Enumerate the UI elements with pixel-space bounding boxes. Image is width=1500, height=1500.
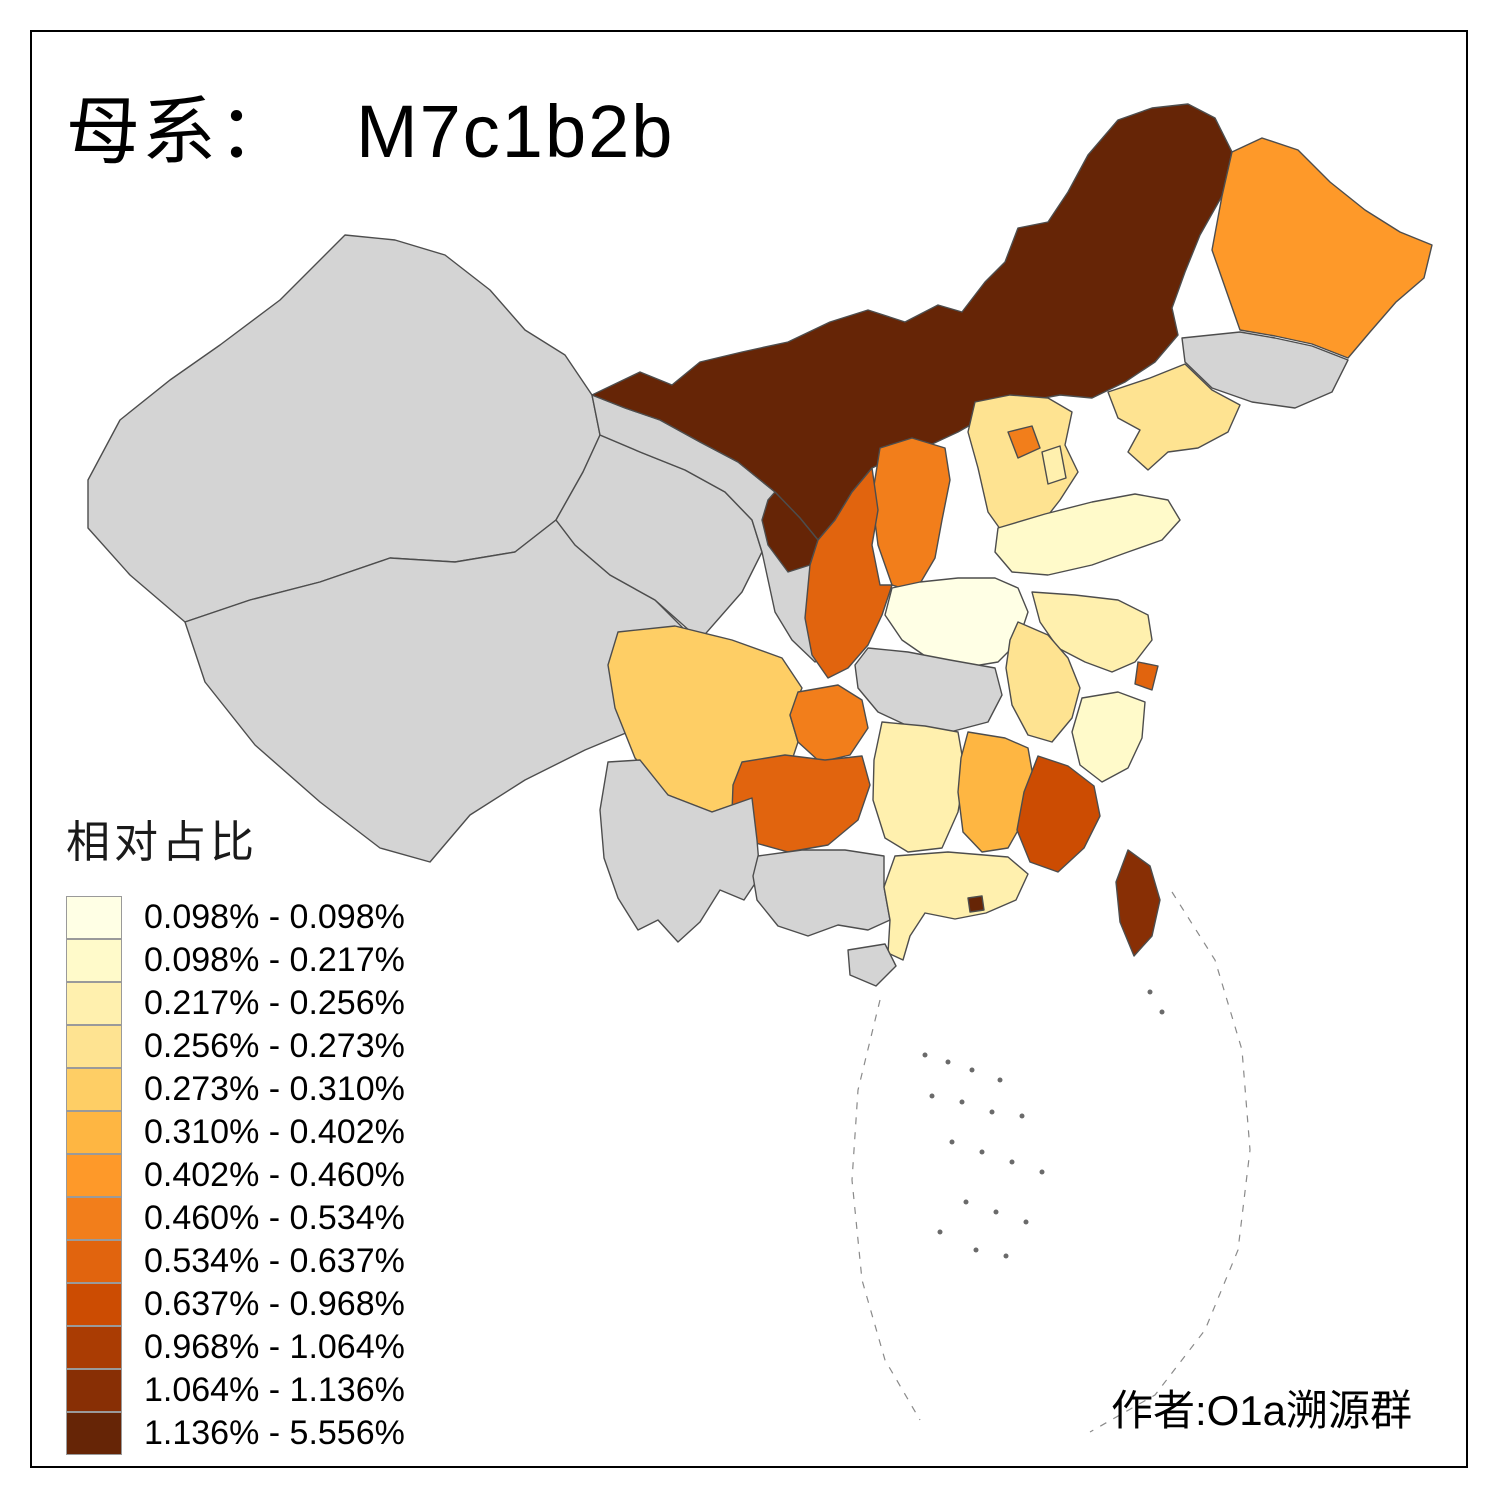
province-tianjin: [1041, 445, 1067, 485]
sea-islets: [922, 989, 1165, 1259]
sea-boundary-west: [851, 999, 921, 1421]
map-title-haplogroup: M7c1b2b: [356, 90, 675, 173]
province-shandong: [994, 493, 1181, 576]
attribution-text: 作者:O1a溯源群: [1110, 1387, 1412, 1434]
legend-swatch: [66, 1326, 122, 1369]
legend-swatch: [66, 1197, 122, 1240]
province-chongqing: [789, 684, 869, 763]
legend-swatch: [66, 939, 122, 982]
legend-row: 0.310% - 0.402%: [66, 1111, 405, 1154]
legend-row: 0.217% - 0.256%: [66, 982, 405, 1025]
legend-label: 0.256% - 0.273%: [144, 1027, 405, 1065]
legend-label: 0.402% - 0.460%: [144, 1156, 405, 1194]
map-title-prefix: 母系：: [66, 90, 294, 173]
province-hubei: [854, 647, 1003, 733]
legend-row: 0.273% - 0.310%: [66, 1068, 405, 1111]
province-hebei: [967, 394, 1079, 541]
legend-swatch: [66, 1154, 122, 1197]
legend-row: 0.968% - 1.064%: [66, 1326, 405, 1369]
province-shaanxi: [804, 467, 893, 679]
province-liaoning: [1107, 363, 1241, 471]
legend-label: 0.098% - 0.098%: [144, 898, 405, 936]
sea-boundary-east: [1089, 891, 1251, 1433]
legend-label: 0.968% - 1.064%: [144, 1328, 405, 1366]
legend-row: 1.136% - 5.556%: [66, 1412, 405, 1455]
legend-swatch: [66, 1240, 122, 1283]
legend-row: 0.098% - 0.098%: [66, 896, 405, 939]
legend-swatch: [66, 1068, 122, 1111]
legend-row: 0.534% - 0.637%: [66, 1240, 405, 1283]
province-heilongjiang: [1211, 137, 1433, 359]
legend-swatch: [66, 1025, 122, 1068]
legend-label: 0.310% - 0.402%: [144, 1113, 405, 1151]
province-taiwan: [1115, 849, 1161, 957]
province-anhui: [1005, 621, 1081, 743]
legend-swatch: [66, 1111, 122, 1154]
province-yunnan: [599, 759, 761, 943]
province-guangxi: [752, 849, 891, 937]
legend-swatch: [66, 982, 122, 1025]
province-beijing: [1007, 425, 1041, 459]
legend-swatch: [66, 896, 122, 939]
province-shanxi: [871, 437, 951, 593]
legend-swatch: [66, 1283, 122, 1326]
legend-row: 0.402% - 0.460%: [66, 1154, 405, 1197]
legend-label: 0.098% - 0.217%: [144, 941, 405, 979]
legend: 相对占比 0.098% - 0.098% 0.098% - 0.217% 0.217…: [66, 806, 405, 1455]
legend-row: 0.460% - 0.534%: [66, 1197, 405, 1240]
province-jilin: [1181, 331, 1349, 409]
legend-label: 1.136% - 5.556%: [144, 1414, 405, 1452]
legend-label: 0.534% - 0.637%: [144, 1242, 405, 1280]
legend-label: 0.217% - 0.256%: [144, 984, 405, 1022]
legend-label: 0.273% - 0.310%: [144, 1070, 405, 1108]
legend-row: 0.098% - 0.217%: [66, 939, 405, 982]
legend-title: 相对占比: [66, 818, 258, 867]
province-guangdong: [883, 851, 1029, 961]
province-jiangxi: [957, 731, 1035, 853]
legend-label: 0.460% - 0.534%: [144, 1199, 405, 1237]
province-shanghai: [1134, 661, 1159, 691]
legend-swatch: [66, 1412, 122, 1455]
province-hainan: [847, 943, 897, 987]
province-ningxia: [761, 491, 819, 573]
province-zhejiang: [1071, 691, 1146, 783]
legend-row: 0.637% - 0.968%: [66, 1283, 405, 1326]
province-hongkong: [967, 895, 985, 913]
province-hunan: [872, 721, 966, 853]
legend-swatch: [66, 1369, 122, 1412]
legend-rows: 0.098% - 0.098% 0.098% - 0.217% 0.217% - 0…: [66, 896, 405, 1455]
legend-label: 0.637% - 0.968%: [144, 1285, 405, 1323]
legend-row: 1.064% - 1.136%: [66, 1369, 405, 1412]
province-fujian: [1016, 755, 1101, 873]
map-title: 母系： M7c1b2b: [66, 72, 674, 179]
legend-row: 0.256% - 0.273%: [66, 1025, 405, 1068]
legend-label: 1.064% - 1.136%: [144, 1371, 405, 1409]
